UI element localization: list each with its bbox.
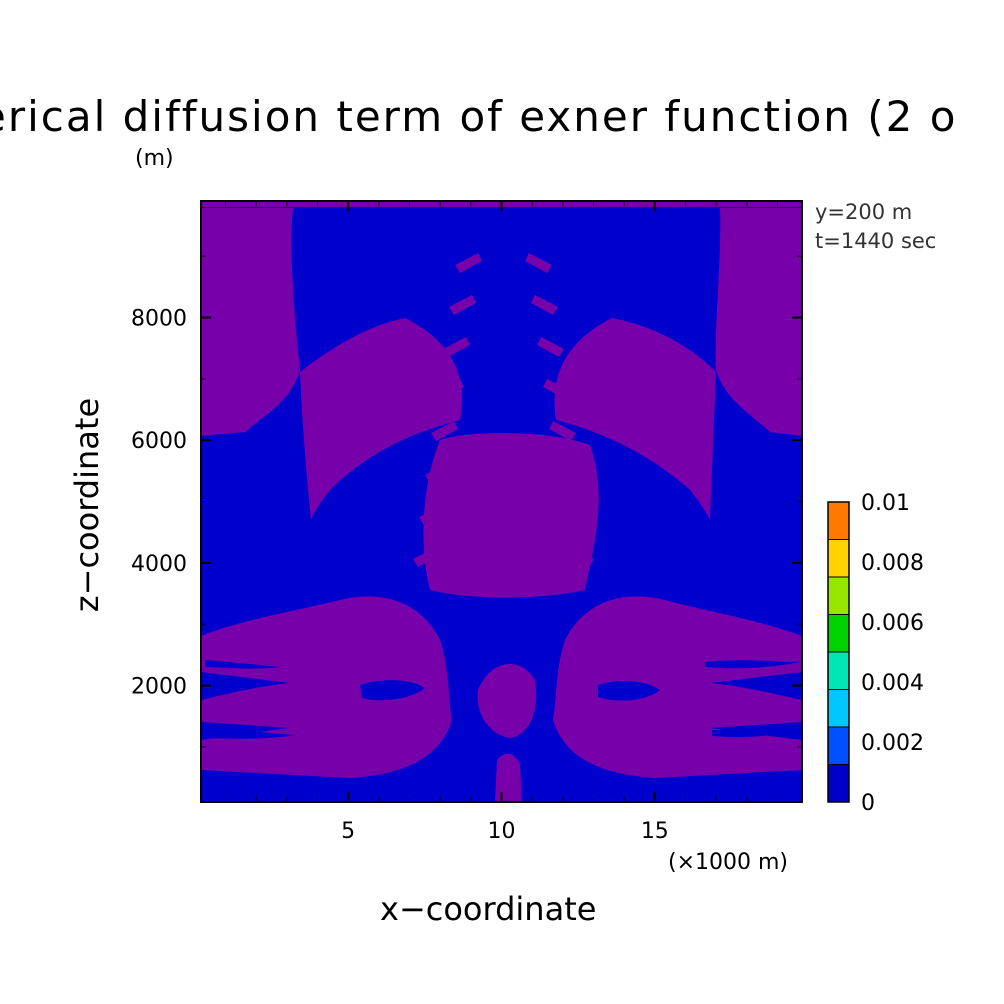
colorbar-swatch xyxy=(827,726,850,765)
field-background-streak xyxy=(598,680,660,701)
field-feature-region xyxy=(201,208,300,436)
field-feature-rib xyxy=(549,421,576,441)
field-feature-rib xyxy=(431,421,458,441)
field-background-streak xyxy=(712,728,800,738)
colorbar-swatch xyxy=(827,539,850,578)
y-tick-label: 4000 xyxy=(131,552,187,577)
field-feature-rib xyxy=(543,379,570,399)
field-background-streak xyxy=(360,680,425,701)
colorbar-swatch xyxy=(827,501,850,540)
colorbar-label: 0.01 xyxy=(861,491,910,516)
field-feature-region xyxy=(715,208,802,436)
x-tick-label: 15 xyxy=(641,819,669,844)
field-feature-region xyxy=(477,663,537,738)
field-feature-rib xyxy=(443,337,470,357)
y-tick-label: 6000 xyxy=(131,429,187,454)
field-feature-rib xyxy=(531,295,558,315)
field-background-streak xyxy=(205,660,280,669)
field-background-streak xyxy=(705,660,800,669)
field-feature-region xyxy=(423,433,599,598)
colorbar-border xyxy=(827,501,850,803)
colorbar-swatch xyxy=(827,651,850,690)
colorbar: 0.01 0.008 0.006 0.004 0.002 0 xyxy=(827,491,924,816)
field-feature-rib xyxy=(419,505,446,525)
field-feature-rib xyxy=(425,463,452,483)
colorbar-swatch xyxy=(827,614,850,653)
field-feature-rib xyxy=(561,505,588,525)
field-feature-rib xyxy=(567,547,594,567)
colorbar-swatch xyxy=(827,689,850,728)
chart-title: erical diffusion term of exner function … xyxy=(0,92,958,141)
field-feature-region xyxy=(300,318,463,520)
y-tick-label: 8000 xyxy=(131,307,187,332)
field-feature-region xyxy=(495,753,522,802)
colorbar-label: 0 xyxy=(861,791,875,816)
axis-ticks: 5 10 15 2000 4000 6000 8000 xyxy=(131,201,802,844)
field-feature-rib xyxy=(525,253,552,273)
field-feature-region xyxy=(554,318,716,520)
colorbar-swatch xyxy=(827,576,850,615)
field-feature-rib xyxy=(537,337,564,357)
field-feature-rib xyxy=(413,547,440,567)
contour-field xyxy=(201,201,802,802)
x-tick-label: 10 xyxy=(488,819,516,844)
x-axis-unit: (×1000 m) xyxy=(668,850,789,875)
colorbar-label: 0.006 xyxy=(861,611,924,636)
colorbar-swatch xyxy=(827,764,850,803)
field-feature-rib xyxy=(449,295,476,315)
annotation-y-position: y=200 m xyxy=(815,200,913,224)
x-tick-label: 5 xyxy=(341,819,355,844)
y-tick-label: 2000 xyxy=(131,674,187,699)
colorbar-label: 0.004 xyxy=(861,671,924,696)
colorbar-label: 0.002 xyxy=(861,731,924,756)
x-axis-label: x−coordinate xyxy=(380,890,597,928)
field-background-streak xyxy=(205,728,295,739)
annotation-time: t=1440 sec xyxy=(815,229,937,253)
field-feature-rib xyxy=(555,463,582,483)
field-feature-rib xyxy=(437,379,464,399)
y-axis-unit: (m) xyxy=(135,146,174,171)
colorbar-label: 0.008 xyxy=(861,551,924,576)
field-feature-rib xyxy=(455,253,482,273)
